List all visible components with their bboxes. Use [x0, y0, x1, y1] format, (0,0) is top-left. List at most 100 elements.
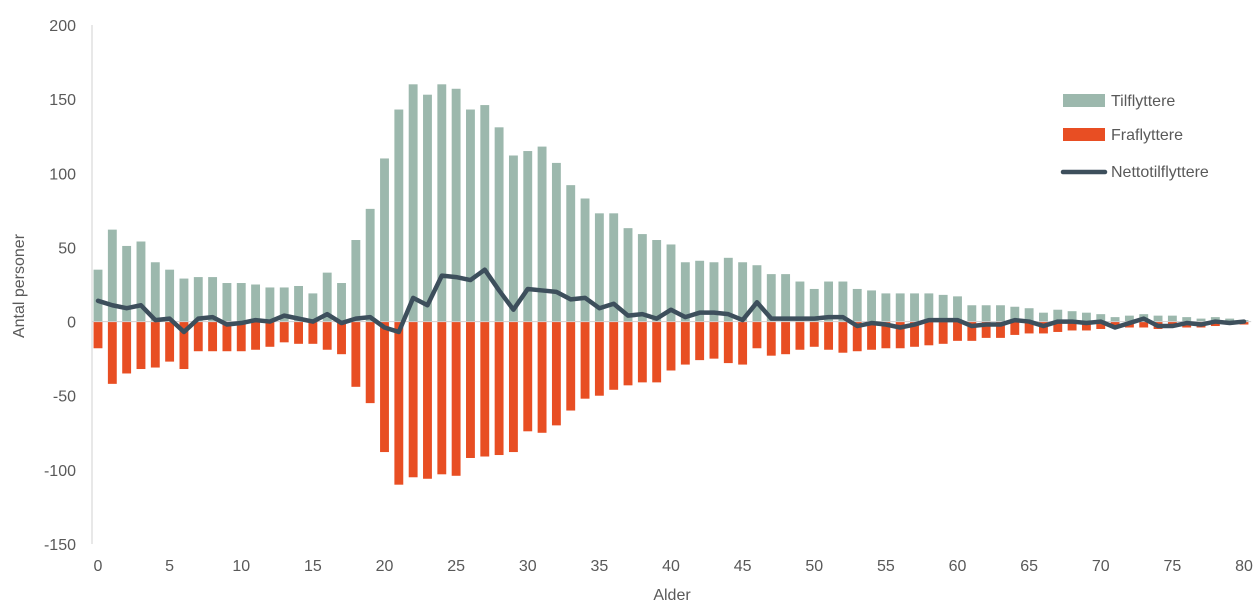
tilflyttere-bar	[1110, 317, 1120, 322]
fraflyttere-bar	[437, 321, 447, 475]
tilflyttere-bar	[437, 84, 447, 322]
tilflyttere-bar	[867, 290, 876, 322]
fraflyttere-bar	[551, 321, 561, 426]
tilflyttere-bar	[494, 127, 504, 322]
tilflyttere-bar	[466, 109, 475, 322]
fraflyttere-bar	[193, 321, 203, 352]
fraflyttere-bar	[867, 321, 876, 350]
x-tick-label: 5	[165, 558, 174, 575]
x-tick-label: 45	[734, 558, 752, 575]
fraflyttere-bar	[251, 321, 261, 350]
x-axis-ticks: 0 5 10 15 20 25 30 35 40 45 50 55 60 65 70 75 80	[94, 558, 1253, 575]
fraflyttere-bar	[752, 321, 762, 349]
tilflyttere-bar	[838, 281, 848, 322]
tilflyttere-bar	[251, 284, 261, 322]
tilflyttere-bar	[423, 94, 432, 322]
tilflyttere-bar	[609, 213, 619, 322]
nettotilflyttere-line	[95, 267, 1247, 335]
y-tick-label: 150	[49, 92, 76, 109]
tilflyttere-bar	[1067, 311, 1077, 322]
fraflyttere-bar	[337, 321, 346, 355]
fraflyttere-bar	[1024, 321, 1034, 334]
tilflyttere-bar	[752, 265, 762, 322]
fraflyttere-bar	[652, 321, 662, 383]
tilflyttere-bar	[551, 162, 561, 322]
fraflyttere-bar	[609, 321, 619, 390]
tilflyttere-bar	[222, 283, 232, 322]
fraflyttere-bar	[852, 321, 862, 352]
fraflyttere-bar	[122, 321, 132, 374]
fraflyttere-bar	[680, 321, 690, 365]
tilflyttere-bar	[967, 305, 977, 322]
fraflyttere-bar	[1053, 321, 1063, 332]
tilflyttere-bar	[1167, 315, 1177, 322]
tilflyttere-bar	[394, 109, 404, 322]
tilflyttere-bar	[480, 105, 490, 322]
tilflyttere-bar	[580, 198, 590, 322]
tilflyttere-bar	[1096, 314, 1106, 322]
x-tick-label: 80	[1235, 558, 1253, 575]
legend-swatch-tilflyttere	[1063, 94, 1105, 107]
legend-label-tilflyttere: Tilflyttere	[1111, 93, 1175, 110]
tilflyttere-bar	[566, 185, 576, 322]
x-tick-label: 60	[949, 558, 967, 575]
fraflyttere-bar	[766, 321, 776, 356]
fraflyttere-bar	[824, 321, 834, 350]
fraflyttere-bar	[294, 321, 303, 344]
fraflyttere-bar	[1010, 321, 1020, 335]
tilflyttere-bar	[1124, 315, 1134, 322]
y-tick-label: 100	[49, 166, 76, 183]
fraflyttere-bar	[910, 321, 919, 347]
fraflyttere-bar	[222, 321, 232, 352]
tilflyttere-bar	[193, 277, 203, 322]
x-tick-label: 30	[519, 558, 537, 575]
tilflyttere-bar	[1039, 312, 1048, 322]
fraflyttere-bar	[236, 321, 246, 352]
fraflyttere-bar	[107, 321, 117, 384]
y-tick-label: -150	[44, 537, 76, 554]
tilflyttere-bar	[1225, 318, 1235, 322]
tilflyttere-bar	[294, 285, 303, 322]
fraflyttere-bar	[279, 321, 289, 343]
fraflyttere-bar	[208, 321, 218, 352]
tilflyttere-bar	[1182, 317, 1192, 322]
tilflyttere-bar	[1153, 315, 1163, 322]
tilflyttere-bar	[666, 244, 676, 322]
tilflyttere-bar	[910, 293, 919, 322]
tilflyttere-bar	[1010, 306, 1020, 322]
fraflyttere-bar	[380, 321, 389, 453]
y-tick-label: 50	[58, 240, 76, 257]
fraflyttere-bar	[523, 321, 533, 432]
fraflyttere-bar	[351, 321, 361, 387]
fraflyttere-bar	[566, 321, 576, 411]
legend-label-fraflyttere: Fraflyttere	[1111, 127, 1183, 144]
fraflyttere-bar	[1081, 321, 1091, 331]
tilflyttere-bar	[179, 278, 189, 322]
y-tick-label: -100	[44, 463, 76, 480]
fraflyttere-bar	[695, 321, 705, 361]
fraflyttere-bar	[809, 321, 819, 347]
tilflyttere-bar	[795, 281, 805, 322]
fraflyttere-bar	[179, 321, 189, 370]
fraflyttere-bar	[924, 321, 934, 346]
tilflyttere-bar	[380, 158, 389, 322]
tilflyttere-bar	[781, 274, 791, 322]
fraflyttere-bar	[537, 321, 547, 433]
fraflyttere-bar	[508, 321, 518, 453]
fraflyttere-bar	[265, 321, 275, 347]
fraflyttere-bar	[136, 321, 146, 370]
x-tick-label: 35	[590, 558, 608, 575]
x-tick-label: 70	[1092, 558, 1110, 575]
tilflyttere-bar	[594, 213, 604, 322]
fraflyttere-bar	[623, 321, 633, 386]
tilflyttere-bar	[709, 262, 719, 322]
tilflyttere-bar	[623, 228, 633, 322]
fraflyttere-bar	[795, 321, 805, 350]
tilflyttere-bar	[107, 229, 117, 322]
fraflyttere-bar	[494, 321, 504, 456]
x-tick-label: 0	[94, 558, 103, 575]
fraflyttere-bar	[709, 321, 719, 359]
tilflyttere-bar	[938, 294, 948, 322]
tilflyttere-bar	[523, 151, 533, 322]
